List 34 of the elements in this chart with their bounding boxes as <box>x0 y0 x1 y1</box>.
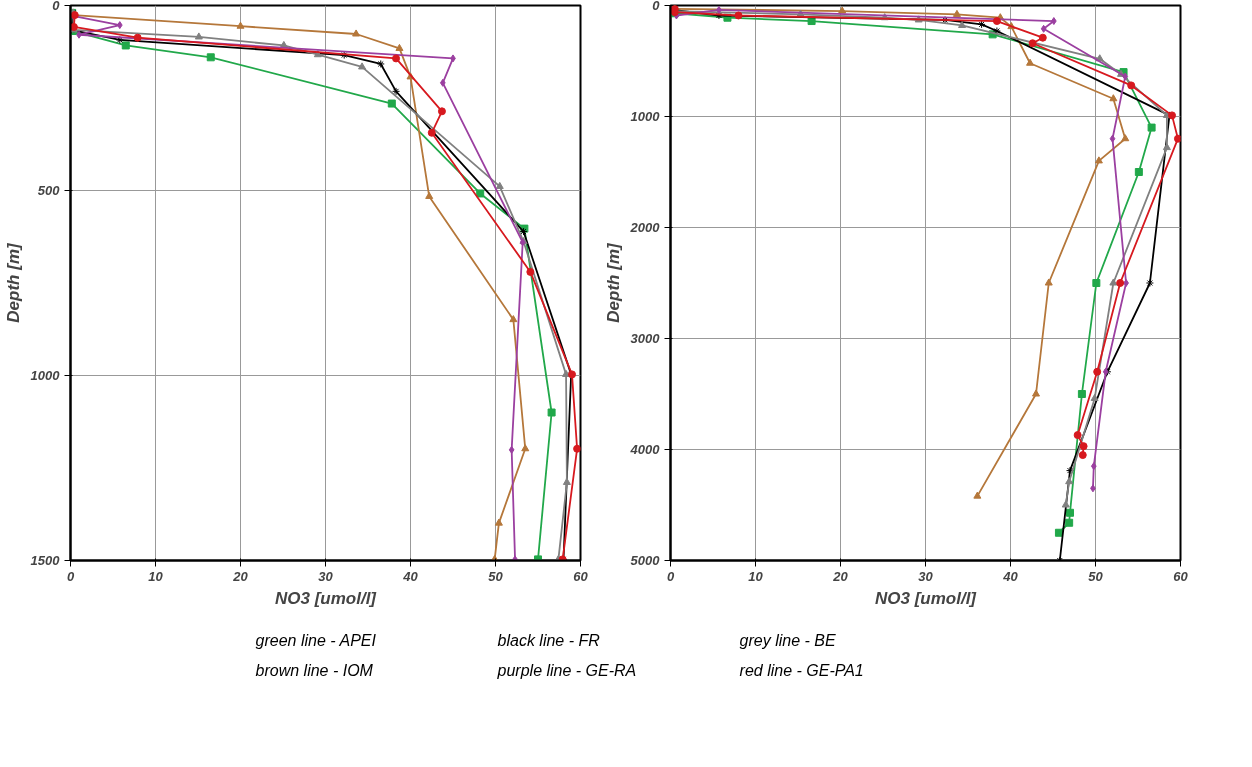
y-tick-label: 4000 <box>629 442 661 457</box>
y-tick-label: 1000 <box>30 368 61 383</box>
y-tick-label: 0 <box>652 0 661 13</box>
text: grey line - BE <box>739 632 836 649</box>
y-tick-label: 5000 <box>630 553 661 568</box>
x-tick-label: 40 <box>402 568 419 584</box>
y-tick-label: 0 <box>52 0 61 13</box>
x-tick-label: 50 <box>488 568 504 584</box>
text: green line - APEI <box>255 632 377 649</box>
y-axis-title: Depth [m] <box>3 242 23 323</box>
x-tick-label: 20 <box>832 568 849 584</box>
y-tick-label: 500 <box>37 183 61 198</box>
x-tick-label: 60 <box>573 568 589 584</box>
y-tick-label: 1000 <box>630 109 661 124</box>
x-tick-label: 10 <box>148 568 164 584</box>
text: brown line - IOM <box>255 662 374 679</box>
x-tick-label: 60 <box>1173 568 1189 584</box>
y-tick-label: 3000 <box>630 331 661 346</box>
x-tick-label: 10 <box>748 568 764 584</box>
text: black line - FR <box>497 632 601 649</box>
x-tick-label: 30 <box>918 568 934 584</box>
y-tick-label: 1500 <box>30 553 61 568</box>
x-tick-label: 30 <box>318 568 334 584</box>
x-tick-label: 20 <box>232 568 249 584</box>
x-axis-title: NO3 [umol/l] <box>874 588 978 608</box>
text: purple line - GE-RA <box>496 662 637 679</box>
x-tick-label: 50 <box>1088 568 1104 584</box>
text: red line - GE-PA1 <box>739 662 864 679</box>
x-tick-label: 40 <box>1002 568 1019 584</box>
x-tick-label: 0 <box>666 568 675 584</box>
x-tick-label: 0 <box>66 568 75 584</box>
x-axis-title: NO3 [umol/l] <box>274 588 378 608</box>
y-axis-title: Depth [m] <box>603 242 623 323</box>
y-tick-label: 2000 <box>629 220 661 235</box>
